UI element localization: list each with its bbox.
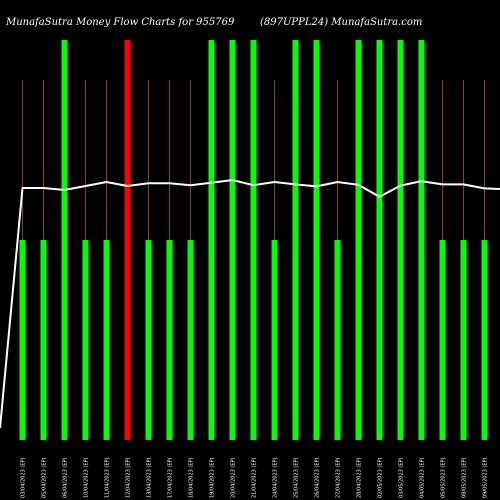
money-flow-bar — [145, 240, 152, 440]
money-flow-bar — [103, 240, 110, 440]
money-flow-bar — [19, 240, 26, 440]
x-tick-label: 05/04/2023 (EP) — [42, 457, 48, 498]
x-tick-label: 08/05/2023 (EP) — [462, 457, 468, 498]
chart-title: MunafaSutra Money Flow Charts for 955769 — [5, 17, 235, 28]
x-tick-label: 19/04/2023 (EP) — [210, 457, 216, 498]
money-flow-bar — [229, 40, 236, 440]
x-tick-label: 21/04/2023 (EP) — [252, 457, 258, 498]
x-tick-label: 27/04/2023 (EP) — [336, 457, 342, 498]
money-flow-bar — [82, 240, 89, 440]
money-flow-bar — [439, 240, 446, 440]
chart-subtitle: (897UPPL24) MunafaSutra.com — [260, 17, 422, 28]
money-flow-bar — [418, 40, 425, 440]
stem-group — [22, 80, 485, 440]
x-tick-labels: 03/04/2023 (EP) 05/04/2023 (EP) 06/04/2023… — [21, 457, 489, 498]
money-flow-bar — [187, 240, 194, 440]
x-tick-label: 13/04/2023 (EP) — [147, 457, 153, 498]
money-flow-bar — [250, 40, 257, 440]
x-tick-label: 24/04/2023 (EP) — [273, 457, 279, 498]
bar-group — [19, 40, 488, 440]
money-flow-bar — [292, 40, 299, 440]
x-tick-label: 12/04/2023 (EP) — [126, 457, 132, 498]
money-flow-bar — [481, 240, 488, 440]
x-tick-label: 09/05/2023 (EP) — [483, 457, 489, 498]
money-flow-bar — [397, 40, 404, 440]
x-tick-label: 28/04/2023 (EP) — [357, 457, 363, 498]
x-tick-label: 18/04/2023 (EP) — [189, 457, 195, 498]
x-tick-label: 03/05/2023 (EP) — [399, 457, 405, 498]
money-flow-bar — [313, 40, 320, 440]
x-tick-label: 26/04/2023 (EP) — [315, 457, 321, 498]
money-flow-bar — [61, 40, 68, 440]
money-flow-bar — [355, 40, 362, 440]
x-tick-label: 06/04/2023 (EP) — [63, 457, 69, 498]
x-tick-label: 04/05/2023 (EP) — [420, 457, 426, 498]
x-tick-label: 20/04/2023 (EP) — [231, 457, 237, 498]
money-flow-line — [0, 178, 500, 429]
money-flow-bar — [166, 240, 173, 440]
x-tick-label: 05/05/2023 (EP) — [441, 457, 447, 498]
money-flow-bar — [40, 240, 47, 440]
x-tick-label: 17/04/2023 (EP) — [168, 457, 174, 498]
x-tick-label: 11/04/2023 (EP) — [105, 457, 111, 498]
money-flow-bar — [376, 40, 383, 440]
money-flow-bar — [124, 40, 131, 440]
x-tick-label: 03/04/2023 (EP) — [21, 457, 27, 498]
x-tick-label: 25/04/2023 (EP) — [294, 457, 300, 498]
money-flow-bar — [334, 240, 341, 440]
money-flow-bar — [460, 240, 467, 440]
money-flow-bar — [271, 240, 278, 440]
x-tick-label: 02/05/2023 (EP) — [378, 457, 384, 498]
money-flow-bar — [208, 40, 215, 440]
x-tick-label: 10/04/2023 (EP) — [84, 457, 90, 498]
